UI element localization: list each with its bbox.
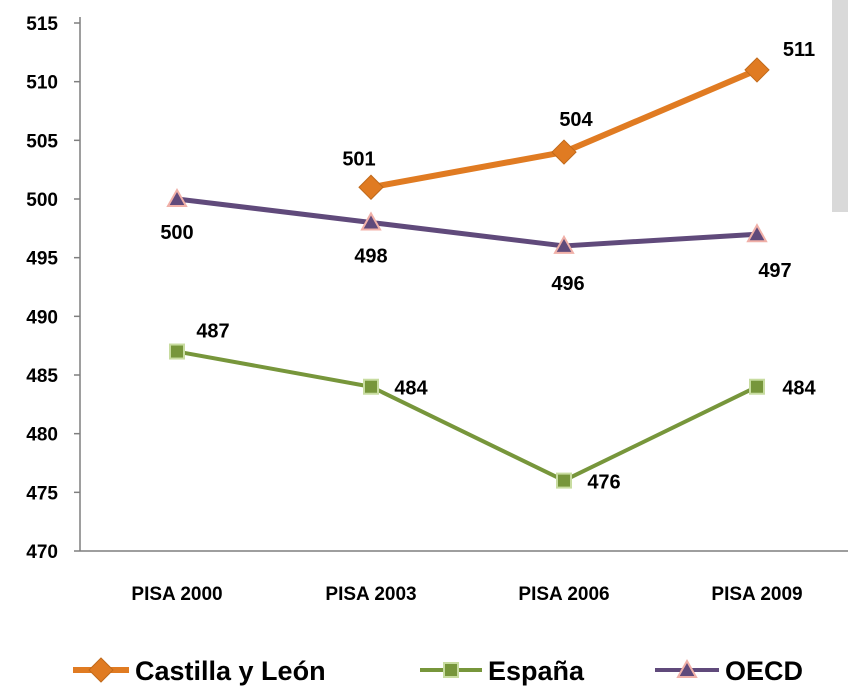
- legend: Castilla y León España OECD: [73, 656, 803, 686]
- y-tick-label: 480: [26, 425, 58, 446]
- series-point: [749, 378, 765, 395]
- y-tick-label: 475: [26, 483, 58, 504]
- series-point: [551, 139, 577, 165]
- series-point: [553, 234, 575, 254]
- y-tick-label: 495: [26, 249, 58, 270]
- y-tick-label: 470: [26, 542, 58, 563]
- data-label: 498: [354, 245, 387, 267]
- legend-marker: [443, 662, 459, 678]
- series-point: [360, 211, 382, 231]
- series-point: [169, 343, 185, 360]
- x-tick-label: PISA 2006: [518, 584, 609, 605]
- data-label: 497: [758, 260, 791, 282]
- series-point: [744, 57, 770, 83]
- data-label: 476: [587, 472, 620, 494]
- x-tick-label: PISA 2003: [325, 584, 416, 605]
- y-tick-label: 505: [26, 131, 58, 152]
- legend-marker: [676, 658, 698, 678]
- series-point: [358, 174, 384, 200]
- y-tick-label: 510: [26, 73, 58, 94]
- legend-label: OECD: [725, 656, 803, 686]
- legend-label: Castilla y León: [135, 656, 326, 686]
- data-label: 484: [782, 378, 816, 400]
- data-label: 500: [160, 222, 193, 244]
- legend-label: España: [488, 656, 585, 686]
- legend-item: OECD: [655, 656, 803, 686]
- data-label: 487: [196, 321, 229, 343]
- x-tick-label: PISA 2009: [711, 584, 802, 605]
- series-point: [166, 187, 188, 207]
- axes: 470 475 480 485 490 495 500 505 510 515 PISA 2000 P…: [26, 14, 848, 605]
- series-line: [176, 349, 758, 483]
- data-label: 496: [551, 273, 584, 295]
- data-labels: 501 504 511 487 484 476 484 500 498 496 497: [160, 39, 816, 494]
- data-label: 504: [559, 109, 593, 131]
- legend-item: Castilla y León: [73, 656, 326, 686]
- series-point: [363, 378, 379, 395]
- y-tick-label: 500: [26, 190, 58, 211]
- data-label: 501: [342, 148, 375, 170]
- series-line: [176, 196, 758, 249]
- right-edge-panel: [832, 0, 848, 212]
- series-point: [556, 472, 572, 489]
- data-label: 484: [394, 378, 428, 400]
- y-tick-label: 490: [26, 307, 58, 328]
- y-tick-label: 485: [26, 366, 58, 387]
- series-point: [746, 223, 768, 243]
- x-tick-label: PISA 2000: [131, 584, 222, 605]
- y-tick-label: 515: [26, 14, 58, 35]
- series-layer: [166, 57, 770, 489]
- legend-marker: [88, 657, 114, 683]
- legend-item: España: [420, 656, 585, 686]
- data-label: 511: [783, 39, 815, 61]
